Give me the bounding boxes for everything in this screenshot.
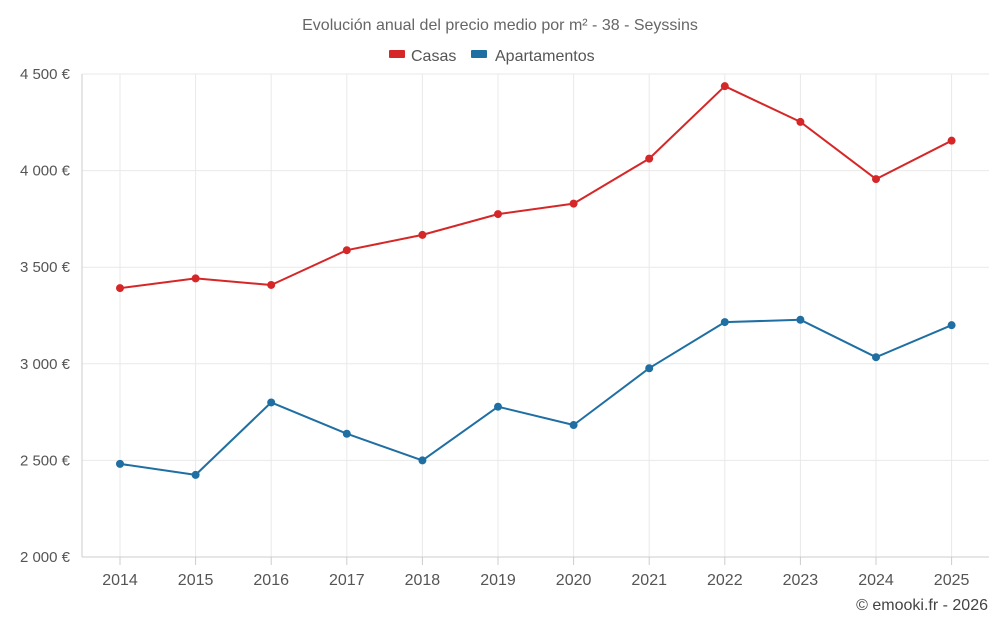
x-tick-label-2017: 2017 xyxy=(329,572,365,589)
data-point-apartamentos-2014[interactable] xyxy=(116,459,124,468)
y-tick-label: 2 500 € xyxy=(20,452,71,469)
grid xyxy=(82,73,989,557)
legend-label-apartamentos: Apartamentos xyxy=(495,48,595,65)
x-axis-labels: 2014 2015 2016 2017 2018 2019 2020 2021 2022 2023… xyxy=(102,572,969,589)
x-tick-label-2019: 2019 xyxy=(480,572,516,589)
data-point-casas-2019[interactable] xyxy=(494,210,502,219)
x-tick-label-2025: 2025 xyxy=(934,572,970,589)
x-tick-label-2016: 2016 xyxy=(253,572,289,589)
series-line-apartamentos xyxy=(119,318,952,476)
legend-item-casas[interactable]: Casas xyxy=(389,48,456,65)
legend-swatch-casas xyxy=(389,50,405,58)
data-point-casas-2025[interactable] xyxy=(947,136,956,145)
chart-title: Evolución anual del precio medio por m² … xyxy=(302,17,698,34)
data-point-apartamentos-2021[interactable] xyxy=(645,364,654,373)
data-point-casas-2016[interactable] xyxy=(267,280,276,289)
data-point-casas-2017[interactable] xyxy=(342,246,351,255)
series-line-casas xyxy=(119,85,953,290)
data-point-apartamentos-2017[interactable] xyxy=(342,429,351,438)
x-tick-label-2021: 2021 xyxy=(631,572,667,589)
data-point-casas-2024[interactable] xyxy=(872,175,880,184)
data-point-apartamentos-2019[interactable] xyxy=(494,402,502,411)
data-point-casas-2018[interactable] xyxy=(418,230,427,239)
y-tick-label: 4 000 € xyxy=(20,163,71,180)
x-tick-label-2022: 2022 xyxy=(707,572,743,589)
y-tick-label: 4 500 € xyxy=(20,66,71,83)
axes xyxy=(81,74,989,565)
data-point-casas-2022[interactable] xyxy=(720,82,729,91)
data-point-casas-2021[interactable] xyxy=(645,154,654,163)
data-point-apartamentos-2018[interactable] xyxy=(418,456,427,465)
x-tick-label-2023: 2023 xyxy=(783,572,819,589)
series xyxy=(116,82,956,479)
series-casas xyxy=(116,82,956,293)
y-tick-label: 3 500 € xyxy=(20,259,71,276)
x-tick-label-2014: 2014 xyxy=(102,572,138,589)
data-point-apartamentos-2016[interactable] xyxy=(267,398,276,407)
series-apartamentos xyxy=(116,315,956,479)
data-point-apartamentos-2022[interactable] xyxy=(720,318,729,327)
data-point-casas-2014[interactable] xyxy=(116,284,124,293)
data-point-casas-2015[interactable] xyxy=(191,274,200,283)
footer-credit: © emooki.fr - 2026 xyxy=(856,597,988,614)
x-tick-label-2018: 2018 xyxy=(405,572,441,589)
y-axis-labels: 2 000 € 2 500 € 3 000 € 3 500 € 4 000 € 4 500… xyxy=(20,66,71,566)
x-tick-label-2015: 2015 xyxy=(178,572,214,589)
data-point-apartamentos-2025[interactable] xyxy=(947,321,956,330)
data-point-apartamentos-2023[interactable] xyxy=(796,315,805,324)
data-point-casas-2023[interactable] xyxy=(796,117,805,126)
y-tick-label: 2 000 € xyxy=(20,549,71,566)
x-tick-label-2020: 2020 xyxy=(556,572,592,589)
data-point-apartamentos-2020[interactable] xyxy=(569,421,578,430)
y-tick-label: 3 000 € xyxy=(20,356,71,373)
x-tick-label-2024: 2024 xyxy=(858,572,894,589)
data-point-apartamentos-2015[interactable] xyxy=(191,470,200,479)
legend-swatch-apartamentos xyxy=(471,50,487,58)
legend: Casas Apartamentos xyxy=(389,48,595,65)
legend-item-apartamentos[interactable]: Apartamentos xyxy=(471,48,595,65)
data-point-casas-2020[interactable] xyxy=(569,199,578,208)
legend-label-casas: Casas xyxy=(411,48,456,65)
data-point-apartamentos-2024[interactable] xyxy=(872,353,880,362)
